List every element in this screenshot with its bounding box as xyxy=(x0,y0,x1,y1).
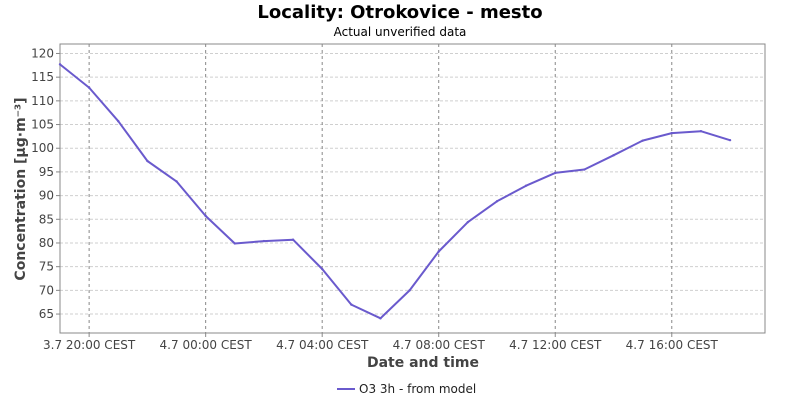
data-point xyxy=(175,180,178,183)
x-tick-label: 4.7 00:00 CEST xyxy=(160,338,253,352)
plot-area xyxy=(59,43,766,334)
data-point xyxy=(87,86,91,89)
data-point xyxy=(204,214,207,218)
data-point xyxy=(379,317,382,320)
y-tick-label: 105 xyxy=(31,118,54,132)
data-point xyxy=(350,303,353,306)
y-tick-label: 65 xyxy=(39,307,54,321)
chart-title: Locality: Otrokovice - mesto xyxy=(257,2,542,23)
legend: O3 3h - from model xyxy=(337,382,476,396)
x-tick-label: 4.7 04:00 CEST xyxy=(276,338,369,352)
y-tick-label: 100 xyxy=(31,141,54,155)
data-point xyxy=(583,168,586,171)
data-point xyxy=(641,139,644,142)
y-tick-label: 110 xyxy=(31,94,54,108)
y-tick-label: 70 xyxy=(39,283,54,297)
series-layer xyxy=(58,63,732,320)
data-point xyxy=(495,200,499,203)
data-point xyxy=(554,171,557,175)
x-axis-ticks: 3.7 20:00 CEST 4.7 00:00 CEST 4.7 04:00 CE… xyxy=(43,333,719,352)
series-line-o3 xyxy=(59,63,731,320)
data-point xyxy=(699,129,703,133)
data-point xyxy=(466,220,470,224)
y-axis-ticks: 65 70 75 80 85 90 95 100 105 110 115 120 xyxy=(31,46,60,321)
y-tick-label: 115 xyxy=(31,70,54,84)
x-tick-label: 3.7 20:00 CEST xyxy=(43,338,136,352)
data-point xyxy=(408,289,411,292)
x-tick-label: 4.7 16:00 CEST xyxy=(626,338,719,352)
x-tick-label: 4.7 08:00 CEST xyxy=(393,338,486,352)
grid xyxy=(60,44,765,333)
data-point xyxy=(262,239,266,243)
y-tick-label: 80 xyxy=(39,236,54,250)
data-point xyxy=(117,120,120,123)
data-point xyxy=(437,250,440,253)
legend-entry: O3 3h - from model xyxy=(359,382,476,396)
data-point xyxy=(146,159,149,163)
data-point xyxy=(524,184,528,187)
y-tick-label: 120 xyxy=(31,46,54,60)
data-point xyxy=(291,238,295,241)
chart-subtitle: Actual unverified data xyxy=(334,25,467,39)
y-tick-label: 75 xyxy=(39,260,54,274)
data-point xyxy=(320,267,324,271)
data-point xyxy=(58,63,62,66)
y-tick-label: 90 xyxy=(39,189,54,203)
data-point xyxy=(612,154,615,157)
data-point xyxy=(233,242,236,245)
y-axis-label: Concentration [µg·m⁻³] xyxy=(13,97,29,280)
data-point xyxy=(728,138,732,142)
x-tick-label: 4.7 12:00 CEST xyxy=(509,338,602,352)
x-axis-label: Date and time xyxy=(367,355,479,371)
y-tick-label: 85 xyxy=(39,212,54,226)
data-point xyxy=(670,131,673,135)
y-tick-label: 95 xyxy=(39,165,54,179)
